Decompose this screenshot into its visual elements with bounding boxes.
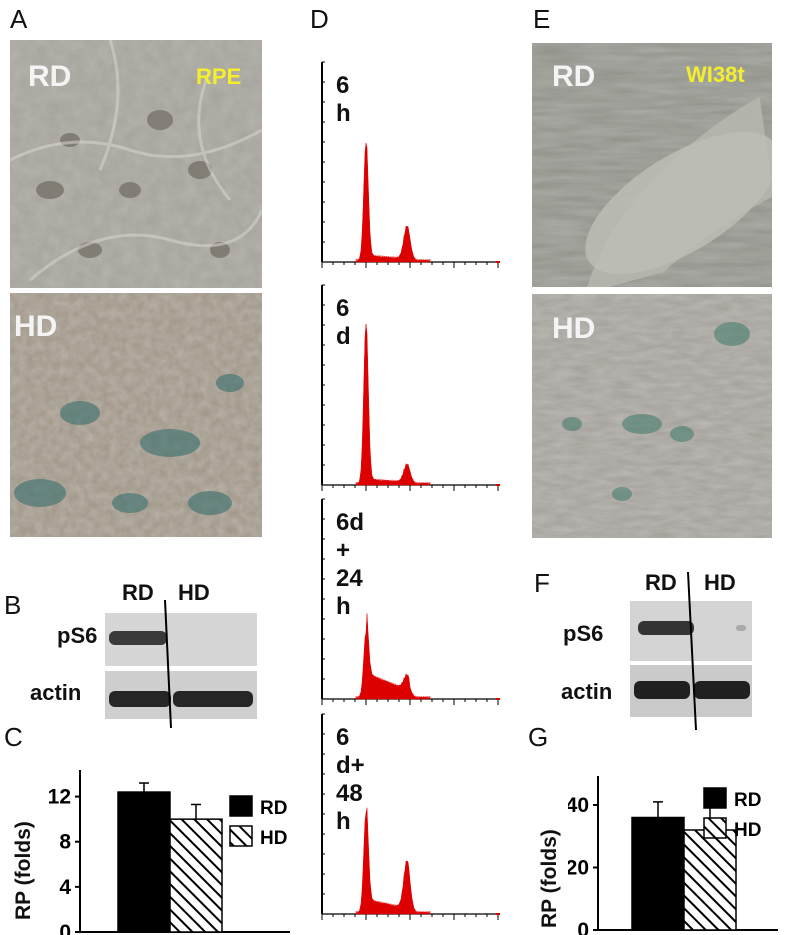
histogram-title: 6d + 24 h — [336, 509, 365, 620]
blot-b-lane-hd: HD — [178, 580, 210, 605]
micrograph-wi38t-hd-image — [532, 294, 772, 538]
legend-swatch-hd — [229, 825, 253, 847]
blot-f-lane-hd: HD — [704, 570, 736, 595]
y-tick-label: 8 — [59, 831, 71, 854]
histogram-plot — [321, 498, 500, 705]
blot-b-row-ps6: pS6 — [57, 623, 98, 648]
blot-f-ps6-band-hd — [736, 625, 746, 631]
y-tick-label: 40 — [568, 794, 589, 817]
panel-letter-a: A — [10, 4, 28, 34]
micrograph-rpe-hd-image — [10, 293, 262, 537]
blot-f-divider-line — [687, 572, 697, 731]
rpe-hd-label: HD — [14, 310, 58, 343]
blot-f-lane-rd: RD — [645, 570, 677, 595]
y-tick-label: 20 — [568, 857, 589, 880]
blot-f-row-ps6: pS6 — [563, 621, 604, 646]
micrograph-wi38t-rd-image — [532, 43, 772, 287]
blot-b-actin-band-hd — [173, 691, 253, 707]
micrograph-wi38t-hd — [532, 294, 772, 538]
histogram-title: 6 d+ 48 h — [336, 724, 365, 835]
legend-swatch-rd — [229, 795, 253, 817]
blot-b-ps6-band-rd — [109, 631, 167, 645]
blot-b-actin-strip — [105, 671, 257, 719]
panel-letter-e: E — [533, 4, 551, 34]
blot-f-row-actin: actin — [561, 679, 613, 704]
chart-g-ylabel: RP (folds) — [538, 829, 561, 928]
micrograph-wi38t-rd — [532, 43, 772, 287]
bar-rd — [631, 816, 685, 931]
blot-f-ps6-band-rd — [638, 621, 694, 635]
y-tick-label: 0 — [577, 919, 589, 935]
rpe-rd-label: RD — [28, 60, 72, 93]
blot-b-actin-band-rd — [109, 691, 171, 707]
blot-f-actin-strip — [630, 665, 752, 717]
chart-c: 0 4 8 12 RD HD — [48, 770, 290, 935]
micrograph-rpe-hd — [10, 293, 262, 537]
micrograph-rpe-rd-image — [10, 40, 262, 288]
histogram-title: 6 h — [336, 72, 351, 127]
legend-swatch-hd — [703, 817, 727, 839]
chart-c-ylabel: RP (folds) — [12, 821, 35, 920]
panel-letter-f: F — [534, 568, 550, 598]
histogram-plot — [321, 284, 500, 491]
histogram-peaks — [355, 613, 431, 700]
histogram-peaks — [355, 807, 431, 915]
legend-label-hd: HD — [734, 820, 761, 841]
blot-f-actin-band-rd — [634, 681, 690, 699]
legend-swatch-rd — [703, 787, 727, 809]
panel-letter-c: C — [4, 722, 23, 752]
blot-b-lane-rd: RD — [122, 580, 154, 605]
y-tick-label: 12 — [48, 786, 71, 809]
legend-label-rd: RD — [260, 798, 287, 819]
wi38t-cell-line-label: WI38t — [686, 62, 745, 87]
legend-label-rd: RD — [734, 790, 761, 811]
micrograph-rpe-rd — [10, 40, 262, 288]
wi38t-rd-label: RD — [552, 60, 596, 93]
rpe-cell-line-label: RPE — [196, 64, 242, 89]
histogram-peaks — [355, 142, 431, 263]
wi38t-hd-label: HD — [552, 312, 596, 345]
histogram-plot — [321, 61, 500, 268]
bar-hd — [683, 829, 737, 931]
histogram-title: 6 d — [336, 295, 351, 350]
blot-b-divider-line — [164, 600, 172, 729]
panel-letter-b: B — [4, 590, 22, 620]
bar-rd — [117, 791, 171, 933]
y-tick-label: 0 — [59, 921, 71, 935]
histogram-plot — [321, 713, 500, 920]
blot-b-row-actin: actin — [30, 680, 82, 705]
chart-g: 0 20 40 RD HD — [568, 776, 778, 935]
blot-b-ps6-strip — [105, 613, 257, 666]
bar-hd — [169, 818, 223, 933]
blot-f-actin-band-hd — [694, 681, 750, 699]
panel-letter-g: G — [528, 722, 549, 752]
histogram-peaks — [355, 323, 431, 486]
y-tick-label: 4 — [59, 876, 71, 899]
legend-label-hd: HD — [260, 828, 287, 849]
panel-letter-d: D — [310, 4, 329, 34]
